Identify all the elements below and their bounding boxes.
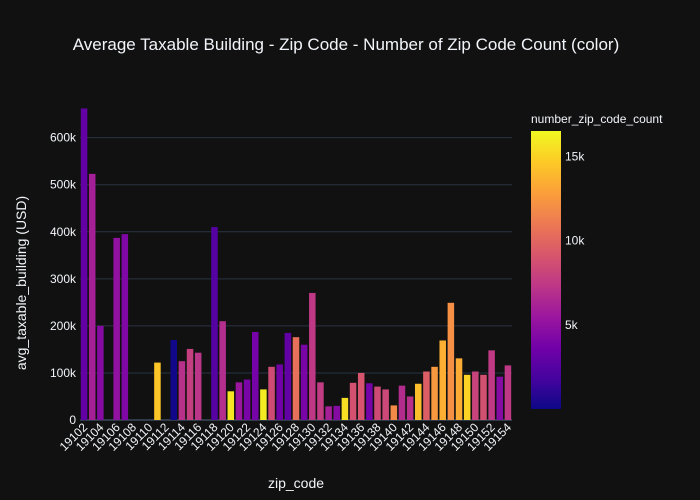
y-tick-label: 600k — [50, 131, 77, 145]
bar-19114 — [178, 361, 186, 420]
bar-19141 — [398, 385, 406, 420]
bars — [80, 108, 512, 421]
bar-19115 — [186, 348, 194, 420]
bar-19148 — [455, 358, 463, 420]
bar-19150 — [472, 371, 479, 420]
bar-19154 — [504, 365, 512, 420]
bar-19129 — [300, 344, 308, 420]
bar-19142 — [406, 396, 414, 420]
colorbar-scale — [531, 131, 561, 409]
bar-19102 — [80, 108, 88, 421]
bar-19132 — [325, 406, 332, 420]
bar-19152 — [488, 350, 495, 420]
colorbar-tick-label: 10k — [565, 234, 585, 248]
bar-19135 — [349, 382, 357, 420]
bar-19144 — [423, 371, 430, 420]
bar-19125 — [268, 366, 275, 420]
colorbar-tick-label: 15k — [565, 149, 585, 163]
bar-19153 — [496, 376, 504, 420]
colorbar: number_zip_code_count 5k 10k 15k — [531, 112, 663, 409]
bar-19103 — [88, 173, 96, 420]
bar-19111 — [154, 362, 161, 420]
bar-19119 — [219, 321, 226, 420]
colorbar-title: number_zip_code_count — [531, 112, 663, 126]
bar-19131 — [317, 382, 324, 420]
gridlines — [80, 137, 512, 421]
y-axis: 0 100k 200k 300k 400k 500k 600k — [50, 131, 77, 427]
colorbar-tick-label: 5k — [565, 318, 579, 332]
y-tick-label: 100k — [50, 366, 77, 380]
bar-19113 — [170, 340, 177, 420]
bar-19130 — [309, 292, 316, 420]
bar-19139 — [382, 389, 389, 420]
y-tick-label: 500k — [50, 178, 77, 192]
bar-19149 — [463, 374, 471, 420]
bar-19126 — [276, 364, 283, 420]
y-tick-label: 300k — [50, 272, 77, 286]
bar-19140 — [390, 405, 398, 420]
bar-19106 — [113, 237, 120, 420]
bar-19151 — [480, 374, 487, 420]
bar-19147 — [447, 302, 455, 420]
bar-19143 — [415, 383, 422, 420]
y-tick-label: 0 — [69, 413, 76, 427]
bar-19124 — [260, 389, 267, 420]
bar-19118 — [211, 227, 218, 420]
bar-19145 — [431, 366, 438, 420]
bar-19134 — [341, 397, 349, 420]
y-axis-title: avg_taxable_building (USD) — [13, 196, 29, 370]
bar-19138 — [374, 386, 381, 420]
bar-19121 — [235, 382, 243, 420]
bar-19120 — [227, 391, 235, 420]
x-axis-title: zip_code — [268, 475, 324, 491]
bar-19127 — [284, 332, 292, 420]
chart-title: Average Taxable Building - Zip Code - Nu… — [73, 35, 619, 54]
bar-19107 — [121, 234, 129, 420]
bar-19137 — [366, 383, 373, 420]
bar-19146 — [439, 340, 446, 420]
bar-19123 — [251, 332, 259, 420]
y-tick-label: 400k — [50, 225, 77, 239]
bar-19116 — [194, 352, 202, 420]
bar-19128 — [292, 337, 300, 420]
bar-19104 — [97, 325, 104, 420]
bar-19133 — [333, 405, 341, 420]
y-tick-label: 200k — [50, 319, 77, 333]
bar-19136 — [357, 372, 365, 420]
bar-19122 — [243, 379, 251, 420]
